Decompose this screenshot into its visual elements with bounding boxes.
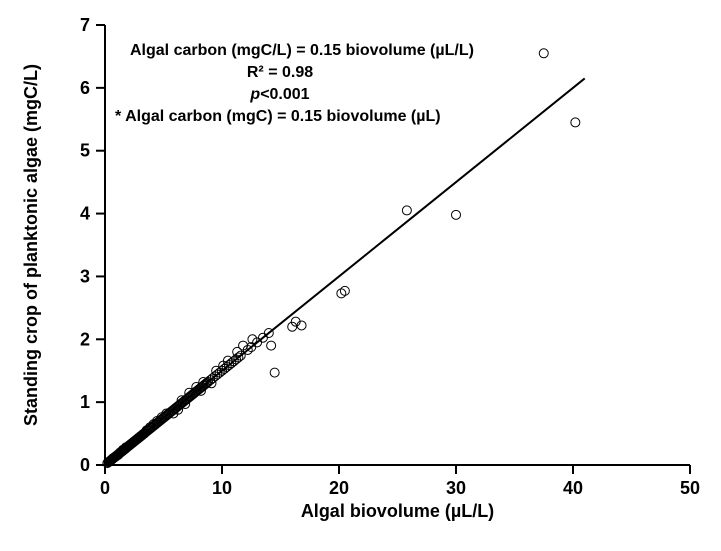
annotation-r2: R² = 0.98 [247,64,313,81]
scatter-chart: 0 10 20 30 40 50 0 1 2 3 4 5 6 7 Algal biovolume (µL/L… [0,0,721,551]
chart-background [0,0,721,551]
x-axis-label: Algal biovolume (µL/L) [301,501,494,521]
y-tick-label: 6 [80,78,90,98]
annotation-note: * Algal carbon (mgC) = 0.15 biovolume (µ… [115,108,441,125]
x-tick-label: 0 [100,478,110,498]
y-tick-label: 4 [80,204,90,224]
y-tick-label: 7 [80,15,90,35]
x-tick-label: 10 [212,478,232,498]
y-axis-label: Standing crop of planktonic algae (mgC/L… [21,64,41,426]
x-tick-label: 20 [329,478,349,498]
x-tick-label: 40 [563,478,583,498]
x-tick-label: 50 [680,478,700,498]
y-tick-label: 0 [80,455,90,475]
annotation-pvalue: p<0.001 [249,86,309,103]
y-tick-label: 1 [80,392,90,412]
y-tick-label: 5 [80,141,90,161]
x-tick-label: 30 [446,478,466,498]
chart-svg: 0 10 20 30 40 50 0 1 2 3 4 5 6 7 Algal biovolume (µL/L… [0,0,721,551]
y-tick-label: 2 [80,329,90,349]
annotation-equation: Algal carbon (mgC/L) = 0.15 biovolume (µ… [130,42,474,59]
y-tick-label: 3 [80,266,90,286]
